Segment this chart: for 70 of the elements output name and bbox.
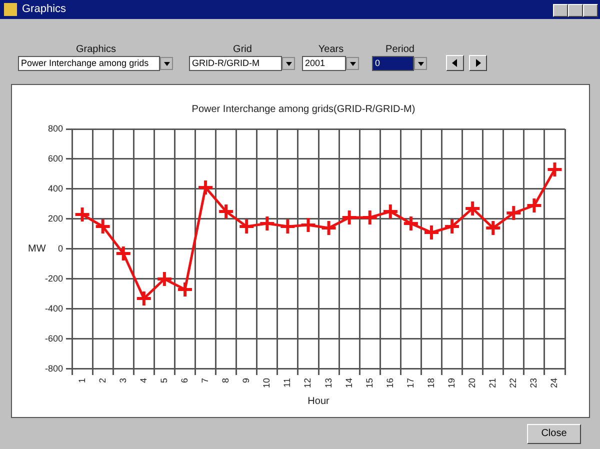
point (114, 244, 132, 262)
point (361, 208, 378, 226)
x-tick-label: 1 (76, 378, 87, 384)
x-tick-label: 15 (364, 378, 374, 388)
y-tick-label: 800 (48, 123, 64, 134)
x-tick-label: 14 (344, 378, 354, 388)
text: 2001 (302, 56, 346, 71)
x-tick-label: 4 (138, 378, 148, 384)
x-tick-label: 21 (488, 378, 498, 388)
point (258, 214, 276, 232)
x-tick-label: 13 (323, 378, 334, 388)
y-tick-label: -400 (45, 303, 64, 314)
y-tick-label: 600 (48, 153, 64, 164)
text: GRID-R/GRID-M (189, 56, 282, 71)
x-tick-label: 17 (405, 378, 416, 388)
point (300, 216, 317, 234)
point (156, 270, 173, 288)
text: Graphics (74, 44, 117, 55)
x-tick-label: 19 (446, 378, 457, 388)
x-tick-label: 20 (467, 378, 478, 388)
x-tick-label: 18 (426, 378, 436, 388)
text: Grid (232, 44, 253, 55)
point (176, 280, 194, 298)
y-tick-label: 200 (48, 213, 64, 224)
y-tick-label: -600 (45, 333, 64, 344)
point (464, 200, 482, 217)
point (505, 204, 522, 222)
text: Power Interchange among grids (18, 56, 160, 71)
text: Period (384, 44, 416, 55)
x-tick-label: 5 (158, 378, 169, 384)
y-axis-title: MW (28, 244, 46, 255)
point (382, 202, 399, 220)
point (526, 196, 543, 214)
x-tick-label: 6 (179, 378, 190, 384)
text: 0 (372, 56, 414, 71)
x-tick-label: 3 (118, 378, 128, 384)
point (218, 202, 235, 220)
x-tick-label: 7 (200, 378, 210, 384)
point (135, 290, 152, 307)
y-tick-label: -800 (45, 363, 64, 374)
point (484, 219, 502, 236)
point (320, 219, 338, 236)
point (94, 218, 112, 235)
point (402, 214, 420, 232)
x-tick-label: 10 (262, 378, 272, 388)
point (238, 218, 256, 235)
point (444, 218, 461, 235)
x-tick-label: 22 (508, 378, 518, 388)
x-tick-label: 2 (97, 378, 108, 384)
text: Close (527, 424, 581, 444)
x-axis-title: Hour (308, 396, 330, 407)
x-tick-label: 24 (549, 378, 560, 388)
point (340, 208, 358, 226)
point (279, 218, 296, 235)
y-tick-label: 0 (58, 243, 64, 254)
y-tick-label: 400 (48, 183, 64, 194)
x-tick-label: 9 (241, 378, 252, 384)
x-tick-label: 11 (282, 378, 292, 388)
point (197, 179, 214, 196)
chart-title: Power Interchange among grids(GRID-R/GRID-M) (192, 104, 416, 115)
point (422, 224, 440, 241)
x-tick-label: 12 (302, 378, 313, 388)
x-tick-label: 8 (220, 378, 231, 384)
x-tick-label: 16 (384, 378, 395, 388)
x-tick-label: 23 (528, 378, 539, 388)
text: Years (317, 44, 345, 55)
text: Graphics (22, 3, 66, 15)
y-tick-label: -200 (45, 273, 64, 284)
point (74, 206, 91, 223)
point (546, 161, 564, 178)
